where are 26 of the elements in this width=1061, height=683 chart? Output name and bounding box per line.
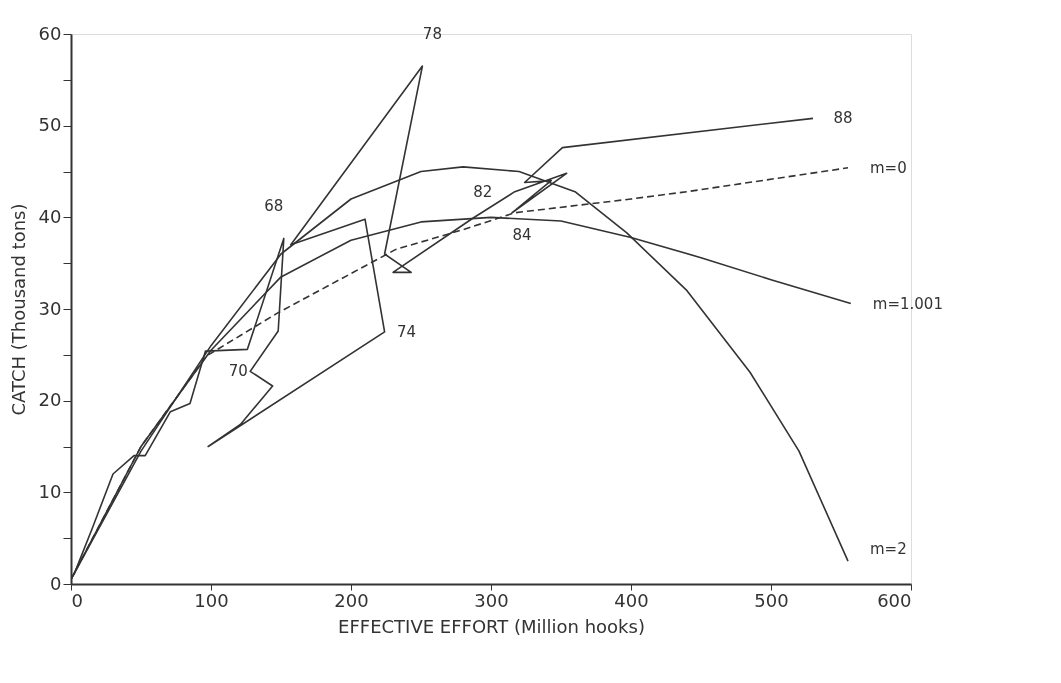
annotation: 74 <box>397 322 417 341</box>
x-axis-title: EFFECTIVE EFFORT (Million hooks) <box>338 615 645 637</box>
x-tick-label: 0 <box>71 589 83 611</box>
series-label: m=2 <box>870 540 907 559</box>
x-tick-label: 300 <box>474 589 509 611</box>
x-tick-label: 400 <box>614 589 649 611</box>
y-tick-label: 60 <box>38 22 62 44</box>
x-tick-label: 100 <box>194 589 229 611</box>
y-tick-label: 0 <box>50 572 62 594</box>
annotation: 68 <box>264 197 284 216</box>
annotation: 82 <box>473 183 493 202</box>
y-tick-label: 10 <box>38 480 62 502</box>
y-axis-title: CATCH (Thousand tons) <box>7 203 29 416</box>
annotation: 88 <box>833 109 853 128</box>
x-tick-label: 600 <box>877 589 912 611</box>
y-tick-label: 20 <box>38 389 62 411</box>
annotation: 84 <box>512 225 532 244</box>
annotation: 70 <box>228 362 248 381</box>
series-label: m=1.001 <box>872 294 943 313</box>
annotation: 78 <box>422 25 442 44</box>
y-tick-label: 40 <box>38 205 62 227</box>
y-tick-label: 50 <box>38 114 62 136</box>
x-tick-label: 500 <box>754 589 789 611</box>
x-tick-label: 200 <box>334 589 369 611</box>
series-label: m=0 <box>870 158 907 177</box>
y-tick-label: 30 <box>38 297 62 319</box>
